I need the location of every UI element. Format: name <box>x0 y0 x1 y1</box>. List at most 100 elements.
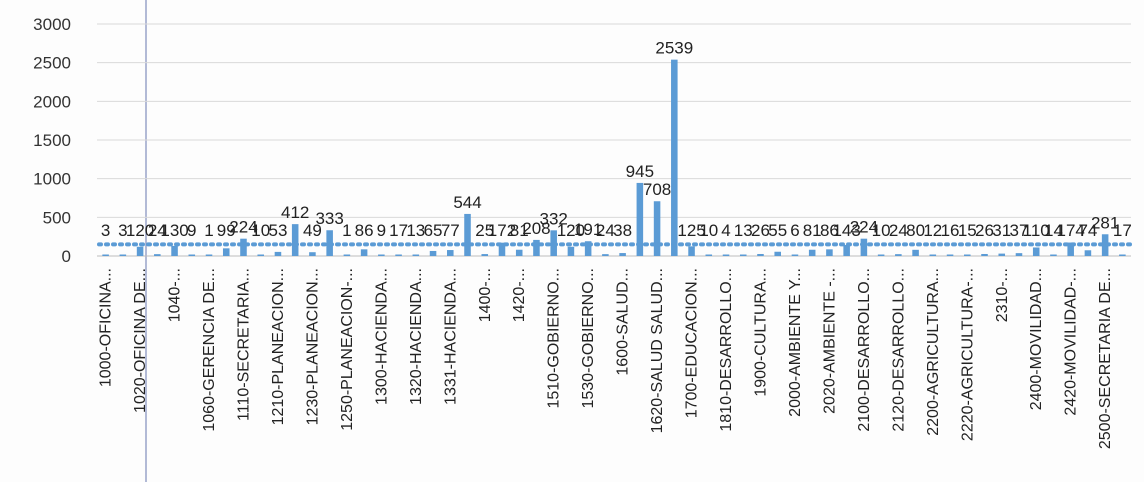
bar <box>1084 250 1092 256</box>
data-label: 110 <box>1023 221 1050 240</box>
x-tick-label: 1620-SALUD SALUD... <box>649 268 666 433</box>
bar <box>1050 254 1057 256</box>
bar <box>464 213 471 256</box>
bar <box>1015 253 1023 256</box>
y-tick-label: 0 <box>62 247 71 266</box>
data-label: 55 <box>768 221 787 240</box>
data-label: 15 <box>958 221 977 240</box>
bar <box>860 238 868 256</box>
bar <box>102 254 109 256</box>
data-label: 37 <box>1010 221 1029 240</box>
x-tick-label: 2100-DESARROLLO... <box>856 268 873 432</box>
bar <box>412 254 420 256</box>
y-tick-label: 500 <box>43 208 71 227</box>
data-label: 281 <box>1091 213 1119 232</box>
bar <box>447 250 454 256</box>
bar <box>291 224 299 256</box>
bar <box>774 251 781 256</box>
x-tick-label: 1320-HACIENDA... <box>408 268 425 405</box>
x-tick-label: 1900-CULTURA... <box>752 268 769 397</box>
x-tick-label: 2220-AGRICULTURA-... <box>959 268 976 441</box>
data-label: 86 <box>820 221 839 240</box>
y-tick-label: 1500 <box>33 131 71 150</box>
bar <box>877 254 885 256</box>
x-tick-label: 2020-AMBIENTE -... <box>821 268 838 414</box>
gridlines <box>97 23 1131 257</box>
data-label: 333 <box>315 209 343 228</box>
bar <box>584 241 592 256</box>
data-label: 86 <box>355 221 374 240</box>
data-label: 1 <box>342 221 351 240</box>
x-tick-label: 1230-PLANEACION... <box>304 268 321 425</box>
bar <box>119 254 127 256</box>
bar <box>722 254 730 256</box>
y-tick-label: 1000 <box>33 170 71 189</box>
bar <box>222 248 230 256</box>
data-label: 191 <box>574 220 602 239</box>
data-label: 13 <box>734 221 753 240</box>
bar <box>808 249 816 256</box>
data-label: 3 <box>101 221 110 240</box>
bar <box>1032 247 1040 256</box>
data-label: 31 <box>992 221 1011 240</box>
data-label: 26 <box>975 221 994 240</box>
x-tick-label: 1700-EDUCACION... <box>684 268 701 418</box>
x-tick-label: 1060-GERENCIA DE... <box>201 268 218 432</box>
bar <box>981 253 988 256</box>
data-label: 13 <box>406 221 425 240</box>
data-label: 224 <box>850 218 878 237</box>
bar <box>240 238 247 256</box>
data-label: 16 <box>941 221 960 240</box>
data-label: 9 <box>187 221 196 240</box>
data-label: 38 <box>613 221 632 240</box>
data-label: 332 <box>539 209 567 228</box>
data-label: 708 <box>643 180 671 199</box>
data-label: 80 <box>906 221 925 240</box>
data-label: 174 <box>1056 221 1084 240</box>
x-tick-label: 1331-HACIENDA... <box>442 268 459 405</box>
bar <box>757 253 764 256</box>
bar <box>739 254 747 256</box>
bar <box>602 254 609 256</box>
x-tick-label: 1530-GOBIERNO... <box>580 268 597 409</box>
data-label: 4 <box>721 221 730 240</box>
data-label: 10 <box>699 221 718 240</box>
data-label: 143 <box>832 221 860 240</box>
x-tick-label: 1510-GOBIERNO... <box>546 268 563 409</box>
data-label: 412 <box>281 203 309 222</box>
bar <box>378 254 385 256</box>
x-tick-label: 2310-... <box>994 268 1011 322</box>
x-tick-label: 2400-MOVILIDAD... <box>1028 268 1045 410</box>
bar <box>929 254 937 256</box>
data-label: 172 <box>488 221 516 240</box>
x-tick-label: 1250-PLANEACION-... <box>339 268 356 431</box>
x-tick-label: 1000-OFICINA... <box>98 268 115 387</box>
data-label: 10 <box>872 221 891 240</box>
data-label: 17 <box>1113 221 1132 240</box>
data-label: 125 <box>677 221 705 240</box>
x-tick-label: 1110-SECRETARIA... <box>235 268 252 421</box>
bar <box>343 254 351 256</box>
x-tick-label: 2200-AGRICULTURA... <box>925 268 942 436</box>
bar <box>205 254 213 256</box>
x-tick-label: 2000-AMBIENTE Y... <box>787 268 804 417</box>
bar <box>895 254 902 256</box>
bar <box>619 253 626 256</box>
y-tick-label: 2000 <box>33 92 71 111</box>
bar <box>671 59 678 256</box>
bar <box>171 245 178 256</box>
data-label: 945 <box>626 162 654 181</box>
bar <box>705 254 713 256</box>
bar <box>636 182 644 256</box>
data-label: 12 <box>923 221 942 240</box>
x-tick-label: 1810-DESARROLLO... <box>718 268 735 432</box>
bar <box>843 244 850 256</box>
x-tick-label: 2500-SECRETARIA DE... <box>1097 268 1114 449</box>
bar <box>791 254 799 256</box>
data-label: 544 <box>453 193 481 212</box>
y-tick-label: 2500 <box>33 54 71 73</box>
x-tick-label: 1300-HACIENDA... <box>373 268 390 405</box>
